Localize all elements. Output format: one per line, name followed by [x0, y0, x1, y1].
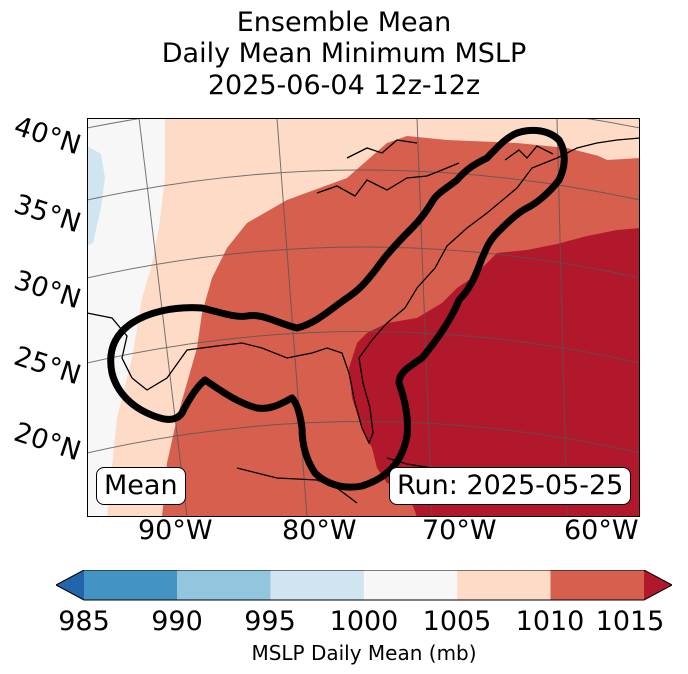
- colorbar: [56, 570, 672, 601]
- colorbar-segment-1005-1010: [457, 570, 551, 600]
- map-canvas: [87, 118, 640, 517]
- lon-label-70w: 70°W: [422, 515, 497, 546]
- colorbar-segment-1000-1005: [363, 570, 458, 600]
- contour-outline: [107, 126, 568, 491]
- lon-label-90w: 90°W: [138, 515, 213, 546]
- lat-label-40: 40°N: [10, 110, 85, 162]
- coastlines: [87, 137, 640, 504]
- colorbar-segment-1010-1015: [550, 570, 644, 600]
- lat-label-25: 25°N: [10, 340, 85, 392]
- colorbar-under-arrow: [56, 570, 84, 600]
- mean-label: Mean: [96, 467, 186, 505]
- lon-label-80w: 80°W: [282, 515, 357, 546]
- colorbar-tick-995: 995: [244, 606, 296, 637]
- title-line-1: Ensemble Mean: [236, 7, 452, 38]
- colorbar-tick-1000: 1000: [329, 606, 399, 637]
- colorbar-segment-990-995: [177, 570, 271, 600]
- colorbar-tick-1005: 1005: [422, 606, 492, 637]
- colorbar-segment-985-990: [84, 570, 178, 600]
- colorbar-tick-1015: 1015: [595, 606, 665, 637]
- colorbar-tick-1010: 1010: [515, 606, 585, 637]
- pressure-band-1010-1015: [349, 228, 640, 517]
- pressure-band-995-1000: [87, 118, 165, 517]
- pressure-band-1000-1005-north: [387, 118, 640, 160]
- lat-label-35: 35°N: [10, 188, 85, 240]
- colorbar-tick-985: 985: [58, 606, 110, 637]
- title-line-2: Daily Mean Minimum MSLP: [161, 38, 527, 69]
- pressure-band-1000-1005: [87, 118, 640, 517]
- colorbar-label: MSLP Daily Mean (mb): [251, 641, 477, 665]
- lat-label-30: 30°N: [10, 264, 85, 316]
- colorbar-outline: [56, 570, 672, 601]
- pressure-band-990-995: [87, 146, 105, 246]
- lat-label-20: 20°N: [10, 416, 85, 468]
- colorbar-segment-995-1000: [270, 570, 364, 600]
- title-line-3: 2025-06-04 12z-12z: [207, 70, 481, 101]
- lon-label-60w: 60°W: [564, 515, 639, 546]
- map-panel: [87, 118, 640, 517]
- colorbar-over-arrow: [644, 570, 672, 600]
- colorbar-tick-990: 990: [151, 606, 203, 637]
- run-date-label: Run: 2025-05-25: [389, 467, 632, 505]
